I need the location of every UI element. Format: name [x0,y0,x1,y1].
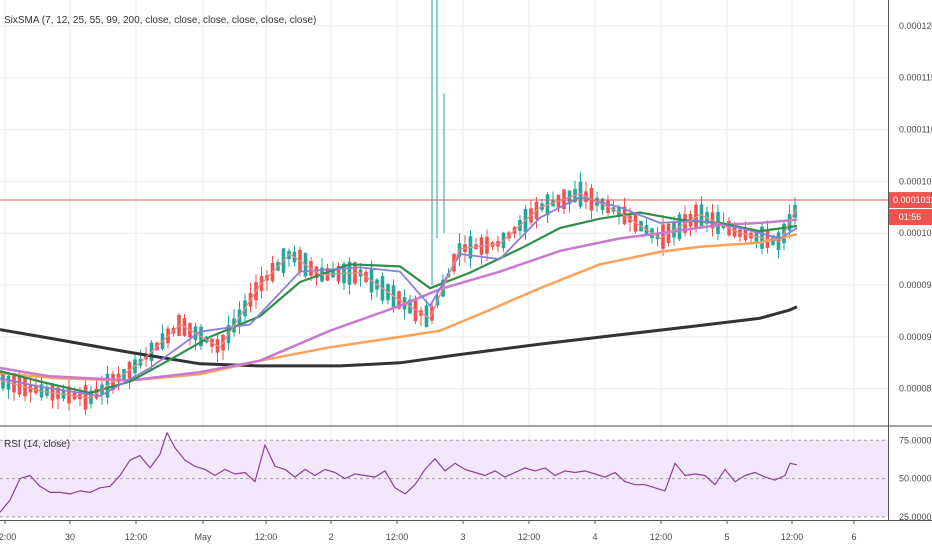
main-legend[interactable]: SixSMA (7, 12, 25, 55, 99, 200, close, c… [4,15,316,26]
y-tick-label: 0.0001050 [899,176,932,186]
y-tick-label: 0.0000950 [899,280,932,290]
y-tick-label: 0.0000850 [899,384,932,394]
y-tick-label: 0.0001000 [899,228,932,238]
x-tick-label: 6 [851,532,856,542]
x-tick-label: 30 [65,532,75,542]
sma-200-line [0,305,798,368]
x-tick-label: 5 [724,532,729,542]
y-tick-label: 0.0001100 [899,125,932,135]
x-tick-label: 3 [460,532,465,542]
rsi-line [0,432,798,513]
rsi-tick-label: 75.0000 [899,435,932,445]
x-tick-label: 12:00 [0,532,16,542]
y-tick-label: 0.0001200 [899,21,932,31]
x-tick-label: 12:00 [125,532,148,542]
x-tick-label: 12:00 [255,532,278,542]
rsi-plot [0,432,798,513]
rsi-tick-label: 25.0000 [899,512,932,522]
last-price-label-bg [889,192,932,209]
sma-7-line [0,193,798,399]
last-price-label: 0.0001032 [893,195,932,205]
x-tick-label: 4 [592,532,597,542]
y-tick-label: 0.0000900 [899,332,932,342]
x-tick-label: 12:00 [518,532,541,542]
x-tick-label: 12:00 [781,532,804,542]
sma-12-line [0,196,798,397]
y-tick-label: 0.0001150 [899,73,932,83]
sma-lines [0,193,798,399]
x-tick-label: 12:00 [650,532,673,542]
x-tick-label: 12:00 [386,532,409,542]
rsi-legend[interactable]: RSI (14, close) [4,439,70,450]
price-overlay: 0.0001032 01:56 [0,192,932,226]
x-tick-label: 2 [328,532,333,542]
candlesticks[interactable] [1,0,797,415]
rsi-tick-label: 50.0000 [899,474,932,484]
x-tick-label: May [194,532,212,542]
countdown-label-bg [889,209,932,226]
rsi-band [0,439,888,518]
sma-25-line [0,211,798,394]
countdown-label: 01:56 [899,212,922,222]
